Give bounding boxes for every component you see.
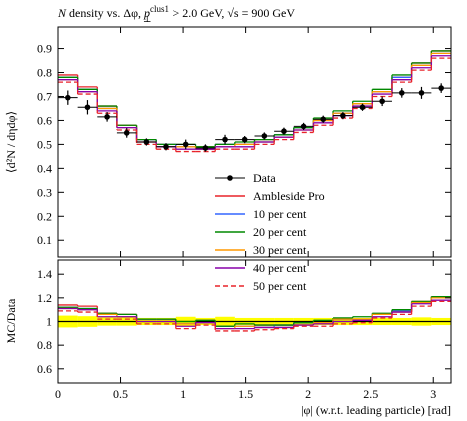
data-point <box>261 133 268 139</box>
data-point <box>241 136 248 143</box>
data-point <box>320 116 327 123</box>
x-tick-label: 2.5 <box>363 387 378 401</box>
main-frame <box>57 26 452 258</box>
x-tick-label: 1 <box>180 387 186 401</box>
legend-label: 20 per cent <box>253 225 307 239</box>
legend-swatch <box>227 175 233 181</box>
y-tick-label: 0.2 <box>37 209 52 223</box>
data-point <box>84 104 91 111</box>
ratio-y-tick-label: 1.2 <box>37 291 52 305</box>
y-tick-label: 0.5 <box>37 137 52 151</box>
data-point <box>300 123 307 130</box>
data-point <box>438 85 444 91</box>
ratio-y-tick-label: 0.8 <box>37 338 52 352</box>
data-point <box>143 139 150 145</box>
y-tick-label: 0.1 <box>37 233 52 247</box>
data-point <box>123 130 130 136</box>
y-tick-label: 0.8 <box>37 66 52 80</box>
y-tick-label: 0.3 <box>37 185 52 199</box>
ratio-y-tick-label: 1.4 <box>37 267 52 281</box>
data-point <box>163 143 169 150</box>
step-connector <box>76 301 433 331</box>
data-point <box>359 104 366 111</box>
y-tick-label: 0.6 <box>37 113 52 127</box>
x-axis-label: |φ| (w.r.t. leading particle) [rad] <box>301 403 451 417</box>
y-tick-label: 0.4 <box>37 161 52 175</box>
legend-label: 30 per cent <box>253 243 307 257</box>
legend-label: Data <box>253 171 276 185</box>
data-point <box>398 90 405 96</box>
legend-label: 50 per cent <box>253 279 307 293</box>
step-connector <box>76 55 433 150</box>
data-point <box>104 114 110 120</box>
data-point <box>202 145 209 151</box>
step-connector <box>76 58 433 152</box>
legend-label: 40 per cent <box>253 261 307 275</box>
y-tick-label: 0.7 <box>37 89 52 103</box>
data-point <box>222 136 228 143</box>
legend-label: Ambleside Pro <box>253 189 325 203</box>
data-point <box>65 94 71 101</box>
x-tick-label: 1.5 <box>238 387 253 401</box>
x-tick-label: 2 <box>305 387 311 401</box>
ratio-y-tick-label: 0.6 <box>37 362 52 376</box>
x-tick-label: 0.5 <box>113 387 128 401</box>
data-point <box>418 90 425 96</box>
ratio-axis-label: MC/Data <box>4 298 18 343</box>
data-point <box>340 112 346 119</box>
chart-title: N density vs. Δφ, pclus1 ⊥ > 2.0 GeV, √s … <box>57 4 295 24</box>
data-point <box>281 128 287 135</box>
y-tick-label: 0.9 <box>37 42 52 56</box>
y-axis-label: ⟨d²N / dηdφ⟩ <box>4 111 18 173</box>
data-point <box>182 141 189 148</box>
x-tick-label: 3 <box>430 387 436 401</box>
x-tick-label: 0 <box>55 387 61 401</box>
ratio-y-tick-label: 1 <box>46 315 52 329</box>
data-point <box>379 98 385 105</box>
legend-label: 10 per cent <box>253 207 307 221</box>
